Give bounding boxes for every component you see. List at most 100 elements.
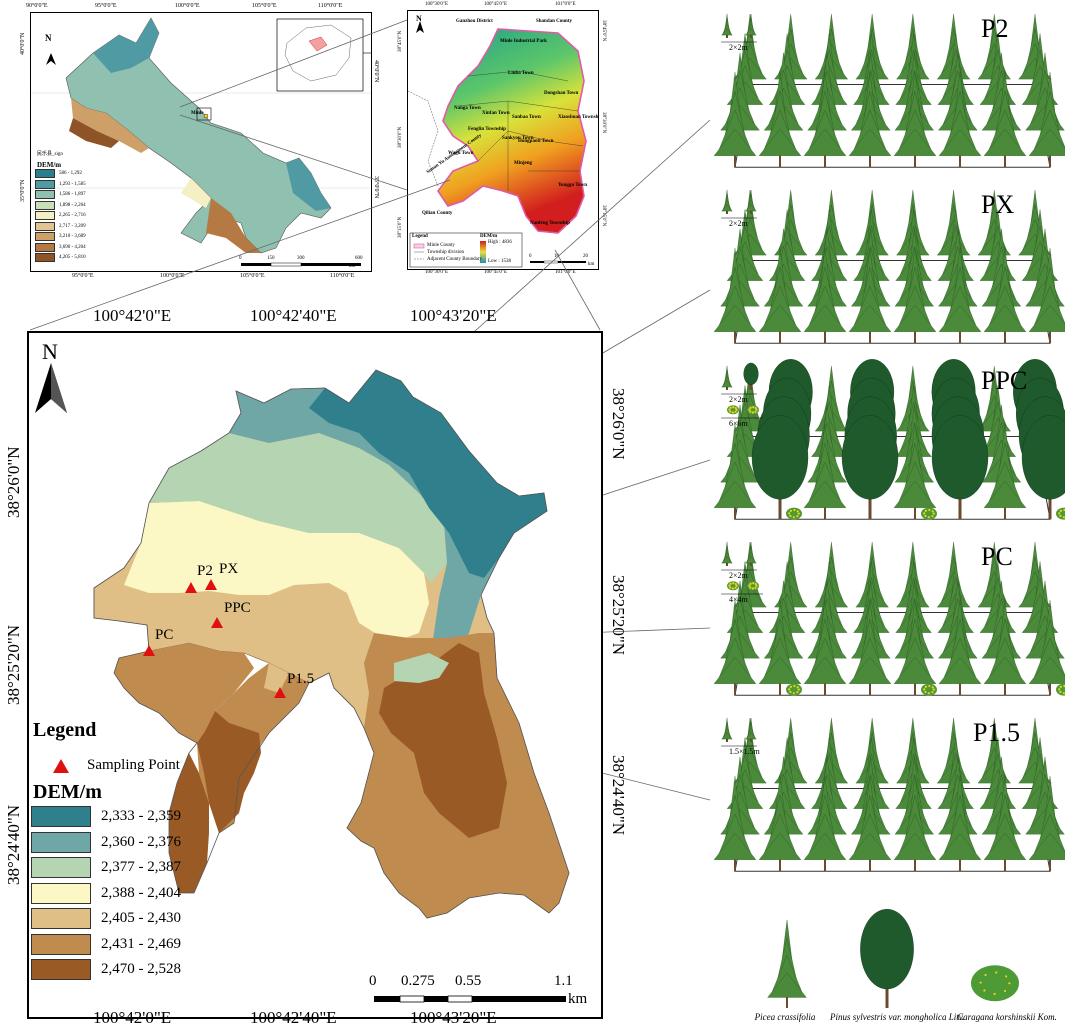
main-top-2: 100°43'20"E: [410, 306, 497, 325]
caragana-shrub: [921, 683, 937, 696]
overview-legend-swatch: [35, 232, 55, 241]
plot-spacing-label: 4×4m: [729, 595, 748, 604]
county-scale-1: 10: [554, 254, 559, 259]
county-place-label: Sanbao Town: [512, 115, 541, 120]
spruce-tree: [983, 600, 1027, 696]
main-legend-label: 2,388 - 2,404: [101, 884, 181, 901]
spruce-tree: [721, 365, 733, 390]
species-label-2: Caragana korshinskii Kom.: [957, 1012, 1057, 1022]
main-legend-label: 2,470 - 2,528: [101, 961, 181, 977]
spruce-tree: [713, 776, 757, 872]
cm-top-1: 100°45'0"E: [484, 2, 507, 7]
ov-bottom-2: 105°0'0"E: [240, 273, 265, 279]
main-scale-unit: km: [568, 991, 588, 1007]
plot-panels: P2 2×2m PX 2×2m PPC 2×2m 6×6m PC 2×2m 4×4m P1.5 1.5…: [705, 0, 1065, 1030]
main-left-2: 38°24'40"N: [4, 804, 23, 885]
overview-legend-row: 3,210 - 3,689: [35, 232, 86, 241]
main-legend-row: 2,470 - 2,528: [31, 959, 181, 980]
plot-panel: P2 2×2m: [705, 0, 1065, 176]
minle-county-shape: [437, 28, 587, 234]
main-right-2: 38°24'40"N: [609, 755, 628, 836]
county-place-label: Fenglin Township: [468, 127, 506, 132]
main-right-1: 38°25'20"N: [609, 575, 628, 656]
spruce-tree: [713, 424, 757, 520]
species-icons: [767, 908, 1019, 1008]
spruce-tree: [983, 424, 1027, 520]
plot-illustration: [713, 541, 1065, 696]
main-legend-label: 2,431 - 2,469: [101, 935, 181, 952]
cm-top-0: 100°30'0"E: [425, 2, 448, 7]
plot-panel: PX 2×2m: [705, 176, 1065, 352]
main-legend-label: 2,360 - 2,376: [101, 833, 181, 850]
overview-legend-label: 3,690 - 4,204: [59, 244, 86, 250]
spruce-tree: [745, 541, 757, 566]
spruce-tree: [1028, 72, 1065, 168]
spruce-tree: [848, 72, 892, 168]
county-place-label: Xinfan Town: [482, 111, 510, 116]
plot-panel: P1.5 1.5×1.5m: [705, 704, 1065, 880]
county-dem-low: Low : 1538: [488, 259, 512, 264]
spruce-tree: [721, 541, 733, 566]
point-label-pc: PC: [155, 627, 174, 643]
caragana-shrub: [727, 405, 739, 415]
main-top-0: 100°42'0"E: [93, 306, 172, 325]
caragana-shrub: [747, 405, 759, 415]
main-legend-swatch: [31, 882, 91, 904]
spruce-tree: [938, 776, 982, 872]
sampling-points: [143, 579, 286, 698]
spruce-tree: [758, 248, 802, 344]
spruce-tree: [848, 600, 892, 696]
overview-map-svg: [31, 17, 371, 267]
plot-label: P1.5: [973, 718, 1020, 747]
cm-top-2: 101°0'0"E: [555, 2, 576, 7]
pine-tree: [931, 415, 989, 520]
pine-tree: [751, 415, 809, 520]
overview-legend-row: 4,205 - 5,810: [35, 253, 86, 262]
point-label-ppc: PPC: [224, 600, 251, 616]
overview-legend-label: 3,210 - 3,689: [59, 234, 86, 239]
overview-legend-label: 1,898 - 2,264: [59, 202, 86, 208]
plot-spacing-label: 2×2m: [729, 395, 748, 404]
spruce-tree: [713, 248, 757, 344]
spruce-tree: [767, 919, 807, 1008]
pine-tree: [841, 415, 899, 520]
spruce-tree: [758, 600, 802, 696]
spruce-tree: [893, 248, 937, 344]
point-label-p2: P2: [197, 563, 213, 579]
plot-illustration: [713, 13, 1065, 168]
spruce-tree: [803, 248, 847, 344]
overview-site-label: Minle: [191, 111, 204, 116]
county-legend-item-2: Adjacent County Boundary: [427, 257, 482, 262]
ov-bottom-3: 110°0'0"E: [330, 273, 355, 279]
main-legend-swatch: [31, 857, 91, 878]
main-legend-row: 2,377 - 2,387: [31, 857, 181, 878]
plot-spacing-label: 2×2m: [729, 43, 748, 52]
main-legend-title: Legend: [33, 719, 97, 741]
ov-top-4: 110°0'0"E: [318, 3, 343, 9]
main-map: N P2 PX PPC PC P1.5 Legend Sampling Poin…: [27, 331, 603, 1019]
overview-legend-label: 1,586 - 1,897: [59, 192, 86, 197]
spruce-tree: [1028, 248, 1065, 344]
study-site-box: [196, 107, 212, 121]
county-legend-item-1: Township division: [427, 250, 465, 255]
species-label-0: Picea crassifolia: [754, 1012, 816, 1022]
caragana-shrub: [747, 581, 759, 591]
caragana-shrub: [1056, 683, 1065, 696]
spruce-tree: [893, 72, 937, 168]
spruce-tree: [983, 72, 1027, 168]
county-place-label: Liuba Town: [508, 71, 534, 76]
county-place-label: Sankyou Town: [502, 136, 534, 141]
cm-bottom-2: 101°0'0"E: [555, 270, 576, 275]
overview-legend-row: 1,586 - 1,897: [35, 190, 86, 199]
plot-spacing-label: 1.5×1.5m: [729, 747, 760, 756]
main-legend-swatch: [31, 908, 91, 929]
main-legend-swatch: [31, 933, 91, 955]
caragana-shrub: [921, 507, 937, 520]
ov-top-2: 100°0'0"E: [175, 3, 200, 9]
spruce-tree: [1028, 776, 1065, 872]
ov-bottom-0: 95°0'0"E: [72, 273, 94, 279]
ov-top-3: 105°0'0"E: [252, 3, 277, 9]
ov-bottom-1: 100°0'0"E: [160, 273, 185, 279]
main-scale-0: 0: [369, 973, 377, 989]
county-scale-2: 20: [583, 254, 588, 259]
